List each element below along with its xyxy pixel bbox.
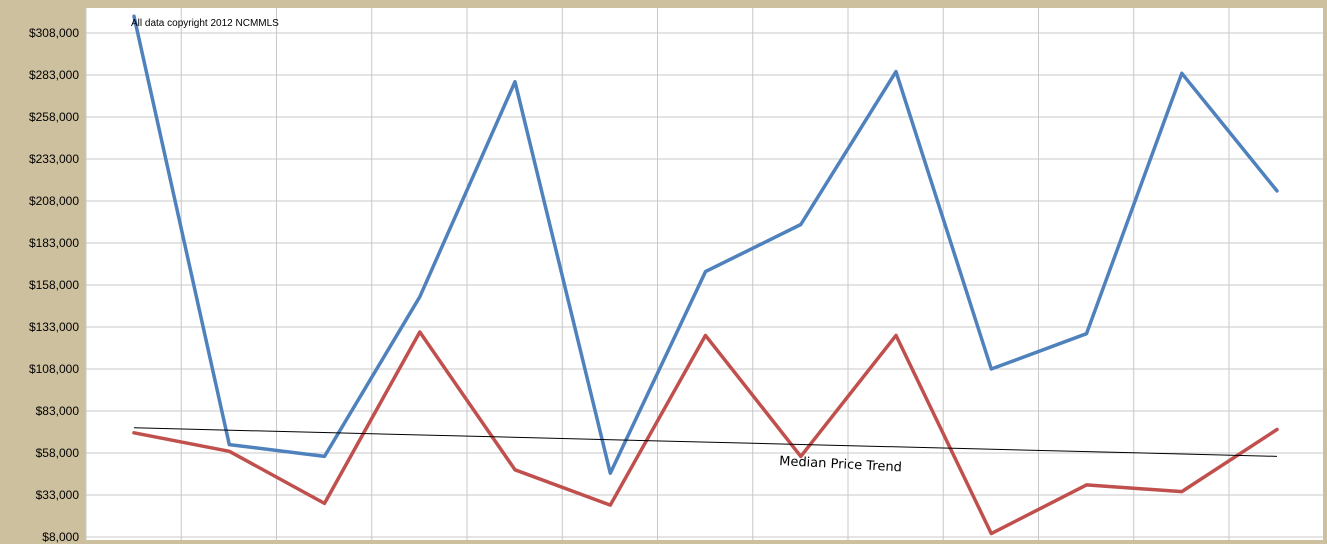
y-tick-label: $8,000: [42, 530, 79, 544]
y-tick-label: $258,000: [29, 110, 79, 124]
y-tick-label: $208,000: [29, 194, 79, 208]
series-line-1: [132, 14, 1279, 475]
series-layer: [132, 14, 1279, 536]
y-tick-label: $308,000: [29, 26, 79, 40]
y-tick-label: $233,000: [29, 152, 79, 166]
trendline-label: Median Price Trend: [779, 454, 902, 475]
y-tick-label: $158,000: [29, 278, 79, 292]
y-axis: $8,000 $33,000 $58,000 $83,000 $108,000 $133,…: [29, 26, 79, 544]
y-tick-label: $183,000: [29, 236, 79, 250]
y-tick-label: $283,000: [29, 68, 79, 82]
y-tick-label: $133,000: [29, 320, 79, 334]
median-price-trendline: [133, 427, 1278, 457]
y-tick-label: $58,000: [36, 446, 80, 460]
y-tick-label: $83,000: [36, 404, 80, 418]
trendline-layer: [133, 427, 1278, 457]
copyright-note: All data copyright 2012 NCMMLS: [131, 18, 279, 29]
y-tick-label: $33,000: [36, 488, 80, 502]
y-tick-label: $108,000: [29, 362, 79, 376]
